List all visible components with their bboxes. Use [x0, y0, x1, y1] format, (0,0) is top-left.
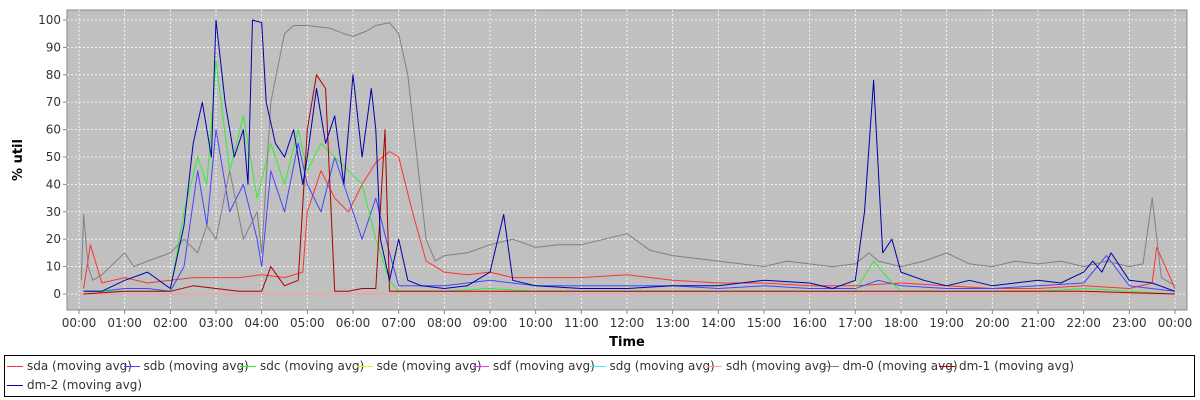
y-tick-label: 30	[46, 205, 61, 219]
legend-item: dm-1 (moving avg)	[939, 356, 1074, 376]
x-tick-label: 17:00	[838, 316, 873, 330]
x-tick-label: 03:00	[199, 316, 234, 330]
legend-swatch	[822, 365, 839, 367]
y-tick-label: 90	[46, 40, 61, 54]
y-tick-label: 100	[38, 13, 61, 27]
legend-item: sdc (moving avg)	[240, 356, 364, 376]
y-tick-label: 0	[53, 287, 61, 301]
legend-label: dm-1 (moving avg)	[959, 359, 1075, 373]
x-tick-label: 09:00	[473, 316, 508, 330]
x-tick-label: 16:00	[792, 316, 827, 330]
x-tick-label: 23:00	[1112, 316, 1147, 330]
x-tick-label: 00:00	[62, 316, 97, 330]
legend-label: dm-2 (moving avg)	[27, 378, 143, 392]
x-tick-label: 04:00	[244, 316, 279, 330]
y-tick-label: 40	[46, 177, 61, 191]
legend-swatch	[123, 365, 140, 367]
x-tick-label: 00:00	[1158, 316, 1193, 330]
legend-label: dm-0 (moving avg)	[842, 359, 958, 373]
legend-swatch	[706, 365, 722, 367]
x-tick-label: 19:00	[929, 316, 964, 330]
legend-label: sde (moving avg)	[376, 359, 482, 373]
series-line-dm-0	[80, 22, 1176, 287]
legend-item: sdb (moving avg)	[123, 356, 249, 376]
legend-swatch	[939, 365, 955, 367]
legend-swatch	[7, 365, 23, 367]
legend-item: dm-0 (moving avg)	[822, 356, 958, 376]
x-axis: 00:00 01:00 02:00 03:00 04:00 05:00 06:00 07:00…	[62, 310, 1193, 330]
legend-swatch	[240, 365, 256, 367]
legend-label: sdh (moving avg)	[726, 359, 832, 373]
x-axis-title: Time	[609, 335, 645, 350]
legend-item: sdg (moving avg)	[589, 356, 715, 376]
x-tick-label: 18:00	[884, 316, 919, 330]
x-tick-label: 22:00	[1066, 316, 1101, 330]
legend-swatch	[589, 365, 606, 367]
legend-item: sdh (moving avg)	[706, 356, 831, 376]
x-tick-label: 14:00	[701, 316, 736, 330]
legend-swatch	[7, 384, 23, 386]
legend-label: sdc (moving avg)	[260, 359, 365, 373]
x-tick-label: 06:00	[336, 316, 371, 330]
legend-item: sda (moving avg)	[7, 356, 132, 376]
y-tick-label: 20	[46, 232, 61, 246]
legend-item: sde (moving avg)	[356, 356, 482, 376]
x-tick-label: 01:00	[107, 316, 142, 330]
legend-label: sda (moving avg)	[27, 359, 132, 373]
series-line-dm-1	[83, 74, 1176, 295]
y-axis-title: % util	[11, 139, 26, 181]
legend-swatch	[356, 365, 373, 367]
x-tick-label: 02:00	[153, 316, 188, 330]
x-tick-label: 21:00	[1021, 316, 1056, 330]
x-tick-label: 10:00	[518, 316, 553, 330]
x-tick-label: 12:00	[610, 316, 645, 330]
y-tick-label: 60	[46, 123, 61, 137]
legend-label: sdf (moving avg)	[493, 359, 595, 373]
y-tick-label: 50	[46, 150, 61, 164]
legend-item: dm-2 (moving avg)	[7, 375, 142, 395]
legend-swatch	[473, 365, 489, 367]
chart-svg: 0 10 20 30 40 50 60 70 80 90 100 00:00 01:00 02:00 03…	[11, 9, 1193, 350]
legend-label: sdg (moving avg)	[609, 359, 715, 373]
y-tick-label: 80	[46, 68, 61, 82]
series-line-sdb	[83, 129, 1176, 292]
legend-item: sdf (moving avg)	[473, 356, 595, 376]
x-tick-label: 20:00	[975, 316, 1010, 330]
series-line-dm-2	[83, 19, 1176, 292]
x-tick-label: 11:00	[564, 316, 599, 330]
x-tick-label: 08:00	[427, 316, 462, 330]
y-axis: 0 10 20 30 40 50 60 70 80 90 100	[38, 13, 67, 301]
x-tick-label: 13:00	[655, 316, 690, 330]
x-tick-label: 05:00	[290, 316, 325, 330]
x-tick-label: 15:00	[747, 316, 782, 330]
legend: sda (moving avg) sdb (moving avg) sdc (mov…	[4, 355, 1195, 397]
legend-label: sdb (moving avg)	[143, 359, 249, 373]
y-tick-label: 70	[46, 95, 61, 109]
y-tick-label: 10	[46, 260, 61, 274]
x-tick-label: 07:00	[381, 316, 416, 330]
series-layer	[79, 19, 1176, 295]
